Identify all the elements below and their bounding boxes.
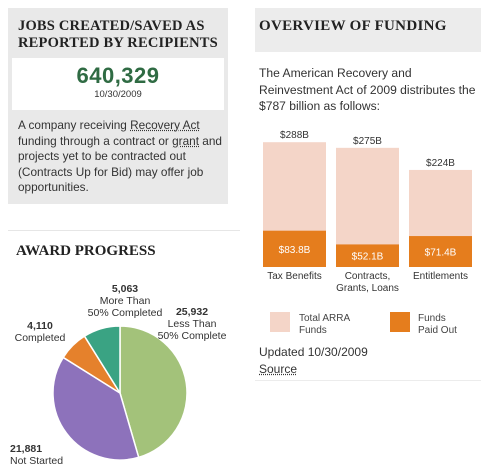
- recovery-act-link[interactable]: Recovery Act: [130, 118, 200, 132]
- jobs-count: 640,329: [76, 63, 160, 88]
- bar-paid-contracts: [336, 244, 399, 267]
- jobs-panel: JOBS CREATED/SAVED AS REPORTED BY RECIPI…: [8, 8, 228, 204]
- legend-label-paid: Funds Paid Out: [418, 313, 457, 337]
- legend-paid-line-2: Paid Out: [418, 325, 457, 336]
- pie-label-more-than-50: 5,063 More Than 50% Completed: [80, 283, 170, 319]
- jobs-desc-text-3: and projects yet to be contracted out (C…: [18, 133, 222, 195]
- jobs-description: A company receiving Recovery Act funding…: [18, 118, 223, 196]
- category-label-contracts-2: Grants, Loans: [336, 283, 399, 294]
- category-label-entitlements: Entitlements: [413, 271, 468, 282]
- bar-paid-tax-benefits: [263, 230, 326, 267]
- legend-total-line-1: Total ARRA: [299, 313, 351, 324]
- category-label-tax-benefits: Tax Benefits: [267, 271, 321, 282]
- funding-intro: The American Recovery and Reinvestment A…: [259, 66, 476, 113]
- jobs-count-box: 640,329 10/30/2009: [12, 58, 224, 110]
- pie-text-not-started: Not Started: [10, 455, 64, 467]
- pie-text-completed: Completed: [14, 332, 66, 344]
- funding-divider: [255, 380, 481, 381]
- award-progress-title: AWARD PROGRESS: [16, 243, 156, 259]
- pie-label-not-started: 21,881 Not Started: [10, 443, 90, 467]
- bar-total-label-entitlements: $224B: [426, 158, 455, 169]
- pie-text-more-than-50-2: 50% Completed: [87, 307, 163, 319]
- legend-swatch-paid: [390, 312, 410, 332]
- award-divider: [8, 230, 240, 231]
- jobs-title: JOBS CREATED/SAVED AS REPORTED BY RECIPI…: [18, 18, 218, 51]
- legend-paid-line-1: Funds: [418, 313, 446, 324]
- pie-text-less-than-50-2: 50% Complete: [157, 330, 227, 342]
- pie-slice-more-than-50: [83, 325, 121, 396]
- funding-title: OVERVIEW OF FUNDING: [259, 18, 447, 34]
- bar-total-label-tax-benefits: $288B: [280, 130, 309, 141]
- bar-paid-label-contracts: $52.1B: [352, 252, 384, 263]
- bar-paid-label-entitlements: $71.4B: [425, 248, 457, 259]
- pie-slice-less-than-50: [119, 325, 188, 459]
- pie-value-not-started: 21,881: [10, 443, 43, 455]
- award-pie-chart: [52, 325, 188, 461]
- pie-text-less-than-50-1: Less Than: [167, 318, 217, 330]
- category-label-contracts: Contracts,: [345, 271, 391, 282]
- legend-swatch-total: [270, 312, 290, 332]
- jobs-desc-text-2: funding through a contract or: [18, 133, 173, 148]
- pie-label-less-than-50: 25,932 Less Than 50% Complete: [152, 306, 232, 342]
- legend-total-line-2: Funds: [299, 325, 327, 336]
- pie-slice-not-started: [52, 356, 140, 461]
- jobs-desc-text-1: A company receiving: [18, 118, 131, 132]
- jobs-date: 10/30/2009: [94, 89, 142, 100]
- bar-paid-label-tax-benefits: $83.8B: [279, 245, 311, 256]
- grant-link[interactable]: grant: [172, 133, 200, 148]
- bar-total-label-contracts: $275B: [353, 136, 382, 147]
- bar-paid-entitlements: [409, 236, 472, 267]
- updated-date: Updated 10/30/2009: [259, 345, 368, 359]
- source-link[interactable]: Source: [259, 362, 298, 376]
- legend-label-total: Total ARRA Funds: [299, 313, 350, 337]
- funding-bar-chart: $288B $83.8B Tax Benefits $275B $52.1B Contra…: [263, 130, 472, 294]
- pie-text-more-than-50-1: More Than: [99, 295, 151, 307]
- pie-value-less-than-50: 25,932: [175, 306, 209, 318]
- funding-header-panel: OVERVIEW OF FUNDING: [255, 8, 481, 52]
- pie-value-completed: 4,110: [27, 320, 53, 332]
- pie-value-more-than-50: 5,063: [111, 283, 139, 295]
- pie-label-completed: 4,110 Completed: [12, 320, 68, 344]
